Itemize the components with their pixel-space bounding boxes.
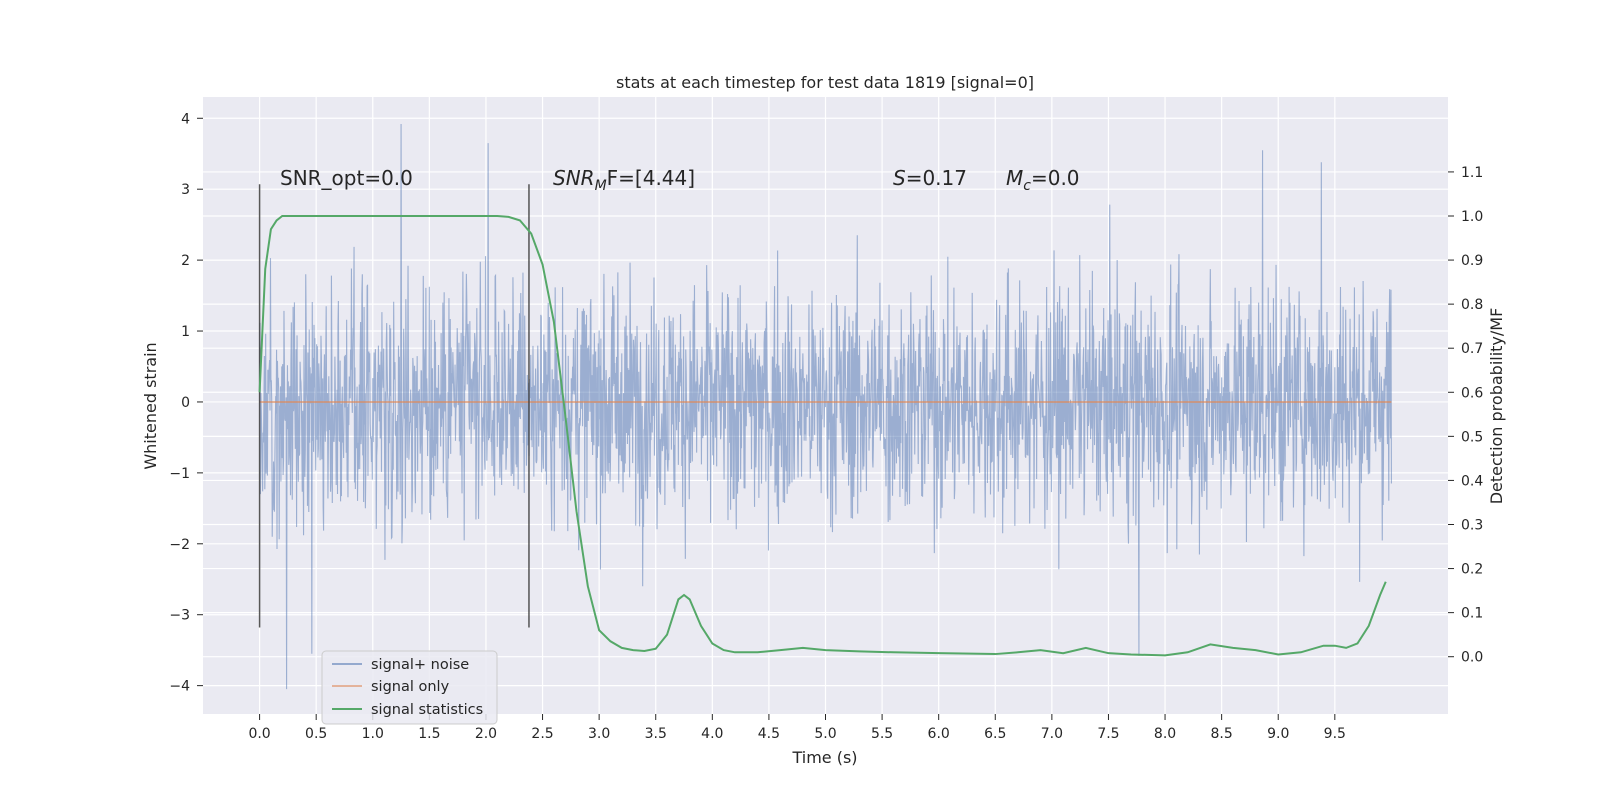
annotation-mc-value: =0.0 [1031, 166, 1080, 190]
x-tick-label-0: 0.0 [248, 726, 270, 742]
statistics-series-group [258, 214, 1387, 657]
noise-series-line [259, 123, 1392, 690]
statistics-series-line [258, 214, 1387, 657]
chart-title: stats at each timestep for test data 181… [616, 73, 1034, 92]
x-tick-label-12: 6.0 [928, 726, 950, 742]
x-axis-label: Time (s) [791, 748, 857, 767]
y-tick-label-6: −2 [169, 537, 190, 553]
y2-tick-label-4: 0.7 [1461, 341, 1483, 357]
noise-series-group [259, 123, 1392, 690]
annotations: SNR_opt=0.0 SNRMF=[4.44] S=0.17 Mc=0.0 [280, 166, 1080, 194]
annotation-snr-mf-subscript: M [595, 178, 607, 194]
y-tick-label-4: 0 [181, 395, 190, 411]
annotation-snr-mf-value: F=[4.44] [607, 166, 695, 190]
y-tick-label-7: −3 [169, 608, 190, 624]
y-tick-label-8: −4 [169, 679, 190, 695]
x-tick-label-11: 5.5 [871, 726, 893, 742]
x-tick-label-16: 8.0 [1154, 726, 1176, 742]
y-axis-label: Whitened strain [141, 342, 160, 469]
annotation-mc-subscript: c [1023, 178, 1031, 194]
annotation-s: S=0.17 [893, 166, 967, 190]
legend-label-noise: signal+ noise [371, 657, 469, 673]
x-tick-label-4: 2.0 [475, 726, 497, 742]
annotation-mc: Mc=0.0 [1006, 166, 1080, 194]
x-tick-label-6: 3.0 [588, 726, 610, 742]
x-tick-label-2: 1.0 [362, 726, 384, 742]
x-tick-label-15: 7.5 [1097, 726, 1119, 742]
annotation-mc-symbol: M [1006, 166, 1023, 190]
x-tick-label-3: 1.5 [418, 726, 440, 742]
x-tick-label-9: 4.5 [758, 726, 780, 742]
annotation-s-value: =0.17 [906, 166, 967, 190]
legend-label-signal: signal only [371, 679, 450, 695]
y2-tick-label-1: 1.0 [1461, 209, 1483, 225]
x-tick-label-10: 5.0 [814, 726, 836, 742]
vertical-markers [258, 184, 530, 628]
y2-axis-ticks: 1.1 1.0 0.9 0.8 0.7 0.6 0.5 0.4 0.3 0.2 0.1 0.0 [1448, 165, 1483, 666]
y-tick-label-1: 3 [181, 182, 190, 198]
x-tick-label-8: 4.0 [701, 726, 723, 742]
legend: signal+ noise signal only signal statist… [321, 650, 498, 725]
y2-tick-label-9: 0.2 [1461, 562, 1483, 578]
legend-box [321, 650, 498, 725]
y2-tick-label-11: 0.0 [1461, 650, 1483, 666]
legend-label-stats: signal statistics [371, 702, 483, 718]
y2-tick-label-10: 0.1 [1461, 606, 1483, 622]
x-tick-label-7: 3.5 [645, 726, 667, 742]
annotation-snr-mf: SNRMF=[4.44] [553, 166, 695, 194]
y2-axis-label: Detection probability/MF [1487, 308, 1506, 505]
y-tick-label-3: 1 [181, 324, 190, 340]
y-tick-label-5: −1 [169, 466, 190, 482]
y2-tick-label-8: 0.3 [1461, 517, 1483, 533]
x-tick-label-17: 8.5 [1211, 726, 1233, 742]
y-axis-ticks: 4 3 2 1 0 −1 −2 −3 −4 [169, 111, 203, 695]
y-tick-label-2: 2 [181, 253, 190, 269]
y2-tick-label-3: 0.8 [1461, 297, 1483, 313]
x-tick-label-18: 9.0 [1267, 726, 1289, 742]
x-tick-label-13: 6.5 [984, 726, 1006, 742]
x-tick-label-14: 7.0 [1041, 726, 1063, 742]
x-tick-label-19: 9.5 [1324, 726, 1346, 742]
x-tick-label-5: 2.5 [531, 726, 553, 742]
x-tick-label-1: 0.5 [305, 726, 327, 742]
x-axis-ticks: 0.0 0.5 1.0 1.5 2.0 2.5 3.0 3.5 4.0 4.5 5.0 5.5 6.0 6… [248, 714, 1346, 742]
y2-tick-label-0: 1.1 [1461, 165, 1483, 181]
y2-tick-label-2: 0.9 [1461, 253, 1483, 269]
annotation-s-symbol: S [893, 166, 906, 190]
y-tick-label-0: 4 [181, 111, 190, 127]
y2-tick-label-6: 0.5 [1461, 429, 1483, 445]
annotation-snr-opt: SNR_opt=0.0 [280, 166, 413, 190]
annotation-snr-mf-symbol: SNR [553, 166, 595, 190]
y2-tick-label-5: 0.6 [1461, 385, 1483, 401]
y2-tick-label-7: 0.4 [1461, 473, 1483, 489]
